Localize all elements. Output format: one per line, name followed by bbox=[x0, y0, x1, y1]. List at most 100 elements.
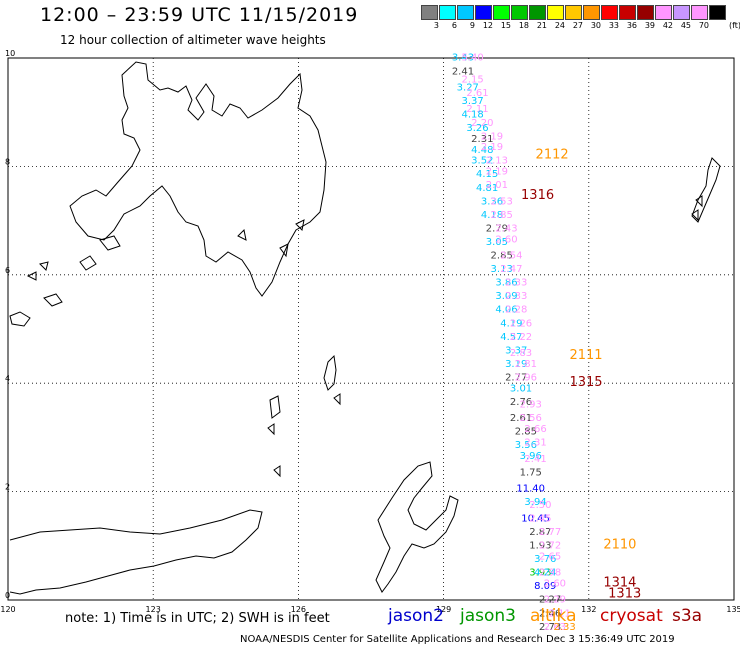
legend-label: 42 bbox=[662, 21, 673, 30]
pass-time-label: 1315 bbox=[569, 375, 602, 390]
swh-value: 3.52 bbox=[471, 156, 493, 167]
swh-value: 2.19 bbox=[486, 167, 508, 178]
legend-swatch bbox=[673, 5, 690, 20]
swh-value: 2.56 bbox=[520, 413, 542, 424]
legend-swatch bbox=[529, 5, 546, 20]
swh-value: 3.13 bbox=[491, 264, 513, 275]
legend-label: 36 bbox=[626, 21, 637, 30]
swh-value: 2.72 bbox=[539, 541, 561, 552]
lat-tick-label: 4 bbox=[5, 374, 10, 383]
swh-value: 2.63 bbox=[544, 622, 566, 633]
swh-value: 3.09 bbox=[495, 291, 517, 302]
swh-value: 2.79 bbox=[486, 223, 508, 234]
legend-label: 21 bbox=[536, 21, 547, 30]
legend-label: 27 bbox=[572, 21, 583, 30]
swh-value: 2.22 bbox=[510, 332, 532, 343]
swh-value: 3.37 bbox=[505, 345, 527, 356]
satellite-label-jason3: jason3 bbox=[460, 606, 516, 626]
swh-value: 2.47 bbox=[500, 264, 522, 275]
swh-value: 4.48 bbox=[471, 145, 493, 156]
swh-value: 2.93 bbox=[520, 400, 542, 411]
lon-tick-label: 126 bbox=[291, 605, 306, 614]
swh-value: 2.87 bbox=[529, 527, 551, 538]
swh-value: 11.40 bbox=[516, 484, 545, 495]
swh-value: 2.66 bbox=[524, 424, 546, 435]
swh-value: 3.94 bbox=[524, 497, 546, 508]
swh-value: 2.31 bbox=[471, 134, 493, 145]
legend-swatch bbox=[619, 5, 636, 20]
pass-time-label: 2112 bbox=[536, 147, 569, 162]
coastlines bbox=[9, 61, 721, 595]
coast-sulawesi bbox=[9, 509, 263, 595]
legend-swatch bbox=[637, 5, 654, 20]
swh-value: 2.11 bbox=[466, 104, 488, 115]
legend-label: 39 bbox=[644, 21, 655, 30]
swh-value: 2.60 bbox=[495, 234, 517, 245]
swh-value: 4.18 bbox=[481, 210, 503, 221]
swh-value: 3.27 bbox=[457, 83, 479, 94]
swh-value: 2.83 bbox=[510, 348, 532, 359]
legend-labels: 3 6 9 12 15 18 21 24 27 30 33 36 39 42 45 70 (ft) bbox=[421, 21, 740, 30]
legend-swatch bbox=[421, 5, 438, 20]
axis-tick-labels: 120 123 126 129 132 135 0 2 4 6 8 10 bbox=[0, 49, 740, 614]
legend-label: 9 bbox=[469, 21, 475, 30]
swh-value: 3.19 bbox=[505, 359, 527, 370]
swh-value: 2.19 bbox=[481, 131, 503, 142]
legend-swatch bbox=[655, 5, 672, 20]
swh-value: 2.33 bbox=[553, 622, 575, 633]
swh-value: 2.46 bbox=[539, 608, 561, 619]
swh-value: 2.77 bbox=[539, 527, 561, 538]
swh-value: 2.73 bbox=[539, 622, 561, 633]
swh-value: 2.26 bbox=[510, 318, 532, 329]
legend-swatch bbox=[583, 5, 600, 20]
lon-tick-label: 132 bbox=[581, 605, 596, 614]
swh-value: 2.28 bbox=[505, 305, 527, 316]
lon-tick-label: 135 bbox=[726, 605, 740, 614]
swh-value: 2.98 bbox=[539, 568, 561, 579]
lat-tick-label: 6 bbox=[5, 266, 10, 275]
swh-value: 3.01 bbox=[510, 383, 532, 394]
lat-lon-grid bbox=[8, 58, 734, 600]
legend-label: 3 bbox=[433, 21, 439, 30]
swh-value: 4.57 bbox=[500, 332, 522, 343]
coast-islets-west bbox=[9, 195, 703, 478]
swh-value: 2.81 bbox=[515, 359, 537, 370]
swh-value: 2.45 bbox=[529, 513, 551, 524]
swh-value: 2.85 bbox=[515, 427, 537, 438]
legend-label: 18 bbox=[518, 21, 529, 30]
swh-value: 4.81 bbox=[476, 183, 498, 194]
swh-value: 2.27 bbox=[539, 595, 561, 606]
lat-tick-label: 2 bbox=[5, 483, 10, 492]
swh-value: 3.56 bbox=[515, 440, 537, 451]
swh-value: 2.43 bbox=[495, 223, 517, 234]
legend-label: 15 bbox=[500, 21, 511, 30]
swh-value: 2.53 bbox=[491, 196, 513, 207]
swh-value: 3.43 bbox=[452, 53, 474, 64]
footer-note: note: 1) Time is in UTC; 2) SWH is in fe… bbox=[65, 611, 330, 626]
swh-value: 4.15 bbox=[476, 169, 498, 180]
lat-tick-label: 8 bbox=[5, 157, 10, 166]
swh-value: 2.15 bbox=[462, 74, 484, 85]
swh-value: 10.45 bbox=[521, 513, 550, 524]
lon-tick-label: 123 bbox=[146, 605, 161, 614]
coast-palau bbox=[691, 157, 721, 223]
lat-tick-label: 10 bbox=[5, 49, 15, 58]
legend-swatch bbox=[565, 5, 582, 20]
legend-swatch bbox=[511, 5, 528, 20]
swh-value: 2.61 bbox=[510, 413, 532, 424]
legend-label: 33 bbox=[608, 21, 619, 30]
legend-label: 70 bbox=[698, 21, 709, 30]
swh-value: 1.75 bbox=[520, 467, 542, 478]
swh-value: 1.93 bbox=[529, 541, 551, 552]
legend-label: 30 bbox=[590, 21, 601, 30]
satellite-label-s3a: s3a bbox=[672, 606, 703, 626]
swh-value: 4.19 bbox=[500, 318, 522, 329]
swh-value: 2.33 bbox=[505, 278, 527, 289]
swh-value: 8.09 bbox=[534, 581, 556, 592]
legend-swatch bbox=[601, 5, 618, 20]
swh-value: 2.19 bbox=[481, 142, 503, 153]
swh-value: 4.24 bbox=[534, 568, 556, 579]
lon-tick-label: 120 bbox=[0, 605, 15, 614]
